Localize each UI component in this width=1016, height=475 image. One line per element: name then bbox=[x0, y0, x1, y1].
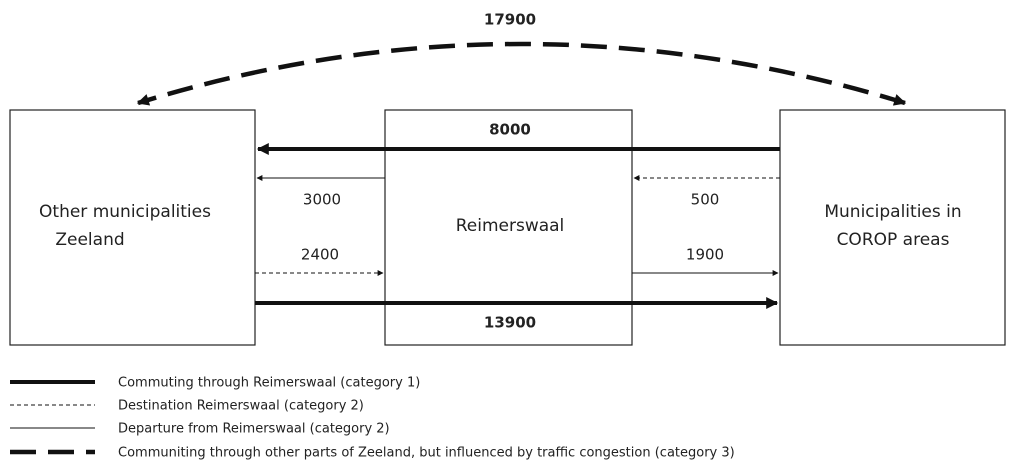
flow-label: 500 bbox=[691, 191, 720, 209]
node-label: Reimerswaal bbox=[456, 216, 565, 236]
flow-label: 2400 bbox=[301, 246, 339, 264]
flow-label: 17900 bbox=[484, 11, 536, 29]
legend-text: Communiting through other parts of Zeela… bbox=[118, 446, 735, 461]
flow-label: 8000 bbox=[489, 121, 531, 139]
node-label: Other municipalities bbox=[39, 202, 211, 222]
node-label: Zeeland bbox=[55, 230, 124, 250]
node-box bbox=[9, 109, 256, 346]
flow-label: 1900 bbox=[686, 246, 724, 264]
flow-label: 13900 bbox=[484, 314, 536, 332]
legend-text: Commuting through Reimerswaal (category … bbox=[118, 376, 420, 391]
node-box bbox=[384, 109, 633, 346]
flow-arrow bbox=[136, 41, 907, 106]
node-box bbox=[779, 109, 1006, 346]
flow-label: 3000 bbox=[303, 191, 341, 209]
legend-text: Destination Reimerswaal (category 2) bbox=[118, 399, 364, 414]
node-label: Municipalities in bbox=[824, 202, 961, 222]
legend-text: Departure from Reimerswaal (category 2) bbox=[118, 422, 390, 437]
node-label: COROP areas bbox=[837, 230, 950, 250]
